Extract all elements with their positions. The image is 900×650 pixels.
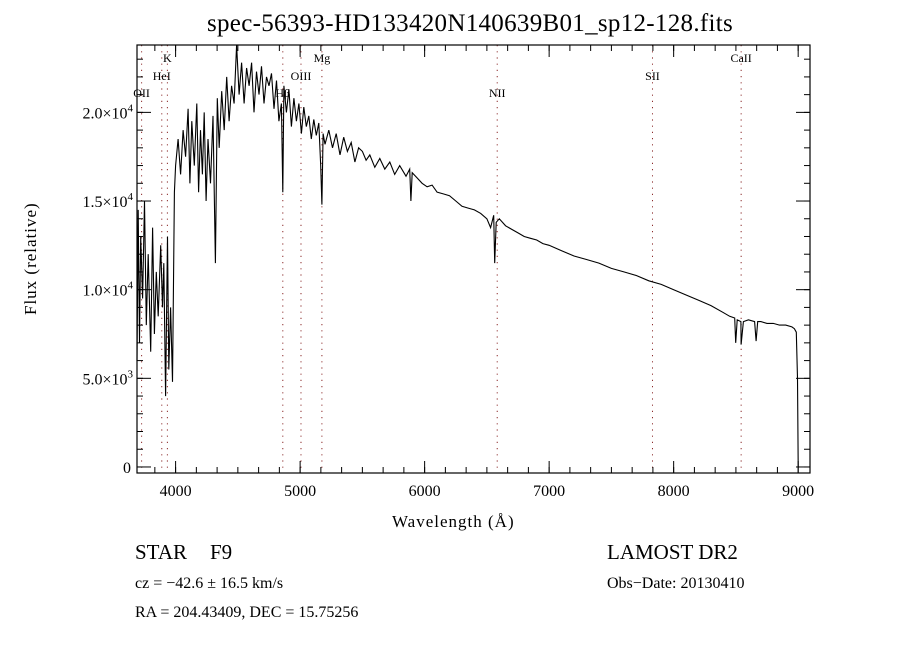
line-marker-label: K xyxy=(163,51,172,65)
x-tick-label: 9000 xyxy=(782,483,814,500)
y-axis-label: Flux (relative) xyxy=(21,202,40,315)
redshift-cz: cz = −42.6 ± 16.5 km/s xyxy=(135,575,284,592)
y-tick-label: 5.0×103 xyxy=(82,368,133,388)
x-tick-label: 7000 xyxy=(533,483,565,500)
line-marker-label: NII xyxy=(489,86,506,100)
chart-title: spec-56393-HD133420N140639B01_sp12-128.f… xyxy=(206,10,734,37)
x-axis-label: Wavelength (Å) xyxy=(392,512,515,531)
line-marker-label: OII xyxy=(133,86,150,100)
spectrum-line xyxy=(136,44,799,468)
survey-name: LAMOST DR2 xyxy=(607,540,738,564)
y-tick-label: 2.0×104 xyxy=(82,102,133,122)
x-tick-label: 6000 xyxy=(409,483,441,500)
object-type: STAR xyxy=(135,540,187,564)
line-marker-label: Hβ xyxy=(275,86,290,100)
line-marker-label: SII xyxy=(645,69,660,83)
line-marker-label: OIII xyxy=(291,69,312,83)
y-tick-label: 1.0×104 xyxy=(82,280,133,300)
y-tick-label: 1.5×104 xyxy=(82,191,133,211)
coordinates: RA = 204.43409, DEC = 15.75256 xyxy=(135,604,359,621)
x-tick-label: 8000 xyxy=(658,483,690,500)
obs-date: Obs−Date: 20130410 xyxy=(607,575,745,592)
subclass: F9 xyxy=(210,540,233,564)
line-marker-label: HeI xyxy=(153,69,171,83)
y-tick-label: 0 xyxy=(123,460,131,477)
line-marker-label: CaII xyxy=(730,51,751,65)
line-marker-label: Mg xyxy=(314,51,331,65)
x-tick-label: 5000 xyxy=(284,483,316,500)
x-tick-label: 4000 xyxy=(160,483,192,500)
plot-frame xyxy=(136,44,811,474)
